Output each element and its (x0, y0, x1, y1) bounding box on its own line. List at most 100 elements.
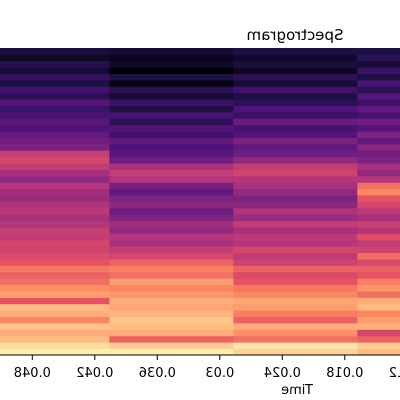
cell (0, 329, 110, 337)
cell (356, 182, 400, 190)
cell (232, 150, 358, 158)
cell (232, 169, 358, 177)
cell (0, 252, 110, 260)
x-tick-label: 0.03 (205, 366, 234, 381)
cell (0, 60, 110, 68)
cell (232, 143, 358, 151)
cell (108, 220, 234, 228)
cell (356, 60, 400, 68)
cell (356, 137, 400, 145)
cell (0, 143, 110, 151)
cell (0, 118, 110, 126)
cell (232, 303, 358, 311)
cell (108, 297, 234, 305)
cell (232, 195, 358, 202)
cell (0, 201, 110, 209)
cell (0, 92, 110, 100)
cell (108, 323, 234, 330)
cell (232, 67, 358, 74)
cell (108, 239, 234, 247)
cell (356, 342, 400, 350)
cell (108, 163, 234, 170)
cell (0, 316, 110, 324)
x-tick-label: 0.024 (264, 366, 301, 381)
cell (0, 259, 110, 266)
cell (108, 73, 234, 81)
cell (356, 79, 400, 87)
cell (356, 271, 400, 279)
cell (356, 92, 400, 100)
cell (232, 137, 358, 145)
cell (232, 233, 358, 241)
cell (232, 48, 358, 55)
cell (108, 271, 234, 279)
cell (232, 335, 358, 343)
cell (108, 92, 234, 100)
cell (108, 175, 234, 183)
cell (356, 188, 400, 196)
cell (0, 214, 110, 222)
cell (356, 73, 400, 81)
cell (108, 118, 234, 126)
cell (0, 48, 110, 55)
cell (108, 310, 234, 318)
cell (0, 86, 110, 94)
cell (0, 105, 110, 113)
x-tick-label: 0.036 (139, 366, 176, 381)
cell (0, 124, 110, 132)
cell (356, 214, 400, 222)
cell (0, 175, 110, 183)
cell (232, 291, 358, 298)
cell (108, 233, 234, 241)
cell (232, 99, 358, 106)
cell (108, 111, 234, 119)
cell (356, 335, 400, 343)
cell (356, 252, 400, 260)
x-tick-label: 0.018 (326, 366, 363, 381)
cell (232, 214, 358, 222)
cell (356, 278, 400, 286)
cell (0, 233, 110, 241)
cell (108, 348, 234, 355)
cell (232, 175, 358, 183)
cell (232, 111, 358, 119)
cell (232, 92, 358, 100)
cell (356, 291, 400, 298)
cell (108, 188, 234, 196)
cell (356, 316, 400, 324)
cell (356, 227, 400, 234)
cell (232, 207, 358, 215)
cell (108, 207, 234, 215)
cell (356, 297, 400, 305)
cell (0, 342, 110, 350)
cell (108, 329, 234, 337)
cell (356, 150, 400, 158)
cell (0, 348, 110, 355)
cell (108, 143, 234, 151)
cell (356, 99, 400, 106)
cell (108, 182, 234, 190)
heatmap (0, 48, 400, 355)
cell (356, 54, 400, 62)
cell (0, 163, 110, 170)
cell (356, 131, 400, 138)
cell (0, 182, 110, 190)
cell (232, 278, 358, 286)
cell (356, 105, 400, 113)
cell (0, 73, 110, 81)
cell (108, 259, 234, 266)
cell (0, 188, 110, 196)
cell (0, 303, 110, 311)
cell (0, 278, 110, 286)
cell (108, 86, 234, 94)
cell (356, 111, 400, 119)
cell (356, 303, 400, 311)
cell (232, 227, 358, 234)
cell (356, 48, 400, 55)
cell (0, 207, 110, 215)
cell (356, 348, 400, 355)
cell (0, 156, 110, 164)
cell (232, 182, 358, 190)
cell (232, 284, 358, 292)
